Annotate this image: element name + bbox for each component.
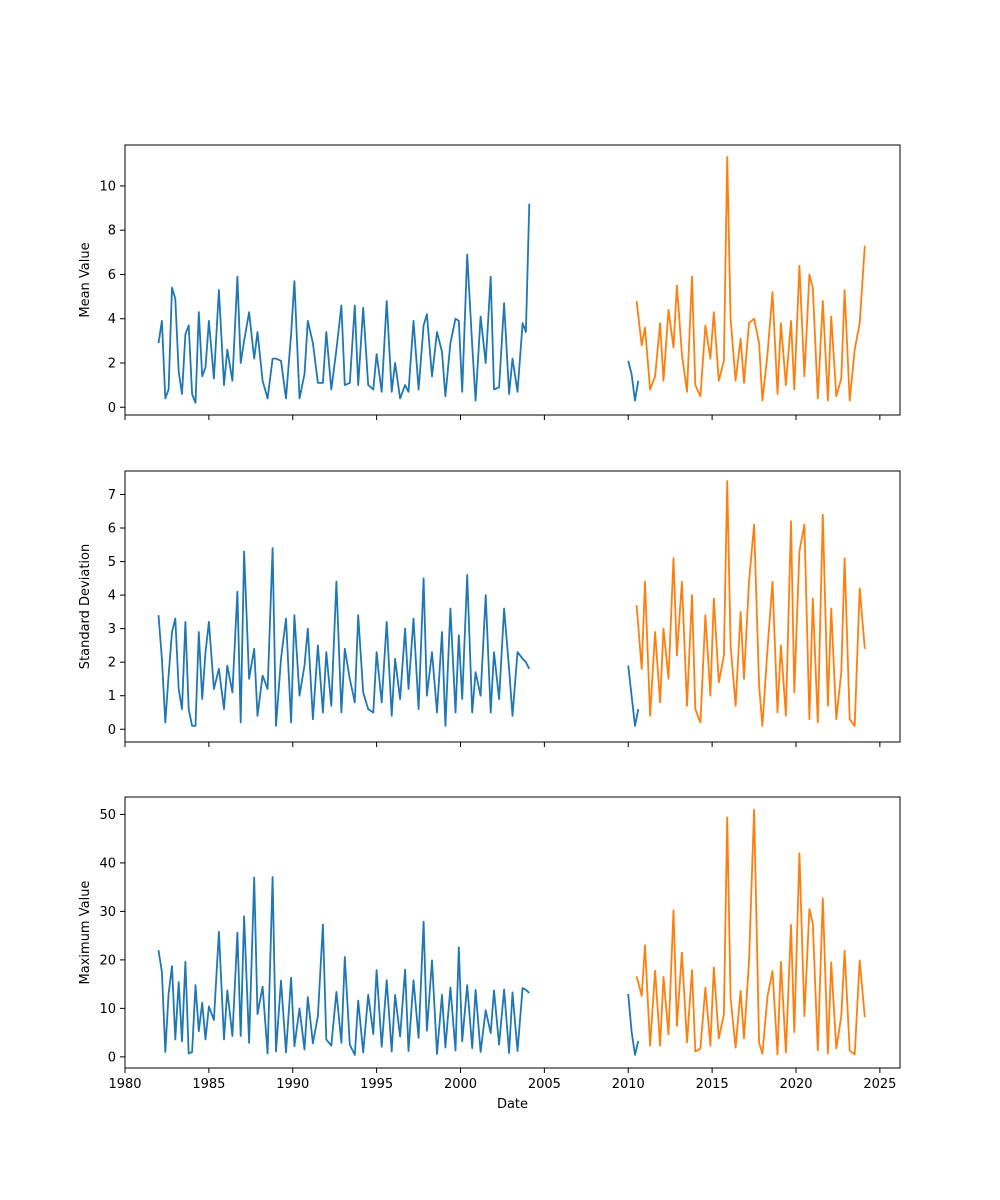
x-tick-label: 1990 (276, 1077, 309, 1092)
y-tick-label: 20 (99, 953, 116, 968)
y-tick-label: 0 (108, 401, 116, 416)
series-line-2-1 (157, 547, 531, 727)
y-tick-label: 7 (108, 488, 116, 503)
x-tick-label: 2005 (528, 1077, 561, 1092)
y-tick-label: 0 (108, 723, 116, 738)
plot-frame (124, 144, 901, 416)
x-tick-label: 1995 (360, 1077, 393, 1092)
series-line-1-2 (627, 360, 640, 402)
y-tick-label: 6 (108, 268, 116, 283)
y-axis-label: Maximum Value (78, 881, 93, 985)
subplot-3: 1980 1985 1990 1995 2000 2005 2010 2015 2020 2025… (78, 796, 901, 1112)
series-line-3-2 (627, 993, 640, 1056)
subplot-2: 0 1 2 3 4 5 6 7 Standard Deviation (78, 470, 901, 747)
plot-frame (124, 796, 901, 1069)
series-line-1-3 (635, 156, 866, 402)
y-tick-label: 2 (108, 356, 116, 371)
series-line-2-3 (635, 480, 866, 727)
x-tick-label: 1985 (192, 1077, 225, 1092)
y-tick-label: 10 (99, 1002, 116, 1017)
x-tick-label: 2010 (612, 1077, 645, 1092)
y-axis-label: Standard Deviation (78, 544, 93, 669)
x-tick-label: 1980 (108, 1077, 141, 1092)
x-tick-label: 2015 (696, 1077, 729, 1092)
y-tick-label: 4 (108, 589, 116, 604)
series-line-3-3 (635, 808, 866, 1056)
series-line-1-1 (157, 203, 531, 404)
y-tick-label: 30 (99, 905, 116, 920)
y-tick-label: 0 (108, 1050, 116, 1065)
y-tick-label: 6 (108, 522, 116, 537)
y-tick-label: 4 (108, 312, 116, 327)
y-tick-label: 10 (99, 179, 116, 194)
plot-frame (124, 470, 901, 743)
y-tick-label: 2 (108, 656, 116, 671)
y-axis-label: Mean Value (78, 242, 93, 317)
y-tick-label: 3 (108, 622, 116, 637)
subplot-1: 0 2 4 6 8 10 Mean Value (78, 144, 901, 420)
x-tick-label: 2025 (863, 1077, 896, 1092)
y-tick-label: 40 (99, 856, 116, 871)
y-tick-label: 5 (108, 555, 116, 570)
x-tick-label: 2000 (444, 1077, 477, 1092)
x-tick-label: 2020 (779, 1077, 812, 1092)
series-line-2-2 (627, 665, 640, 727)
series-line-3-1 (157, 876, 530, 1056)
y-tick-label: 1 (108, 689, 116, 704)
y-tick-label: 8 (108, 224, 116, 239)
y-tick-label: 50 (99, 808, 116, 823)
x-axis-label: Date (497, 1097, 528, 1112)
